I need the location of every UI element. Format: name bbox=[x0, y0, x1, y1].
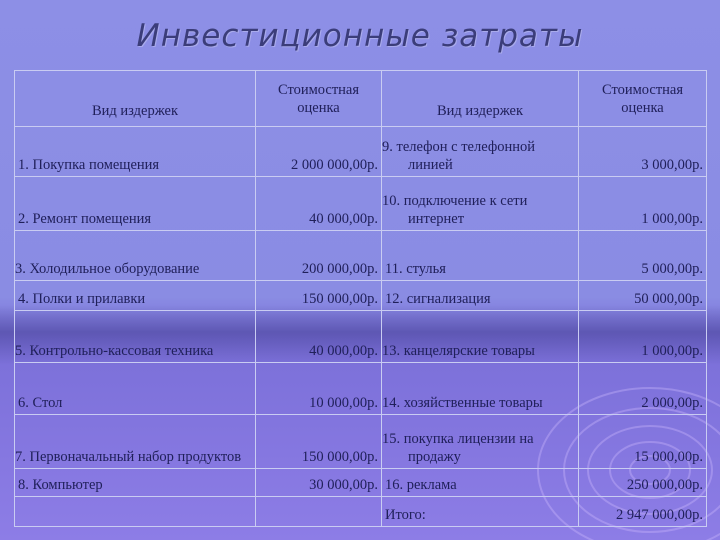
row-right-value: 250 000,00р. bbox=[578, 468, 707, 497]
table-row: 4. Полки и прилавки 150 000,00р. 12. сиг… bbox=[14, 280, 707, 311]
row-left-label: 8. Компьютер bbox=[14, 468, 256, 497]
row-left-value: 40 000,00р. bbox=[255, 176, 382, 231]
row-right-value: 1 000,00р. bbox=[578, 310, 707, 363]
total-label: Итого: bbox=[381, 496, 579, 527]
investment-costs-table: Вид издержек Стоимостная оценка Вид изде… bbox=[14, 70, 707, 527]
table-row: 1. Покупка помещения 2 000 000,00р. 9. т… bbox=[14, 126, 707, 177]
row-left-value: 150 000,00р. bbox=[255, 280, 382, 311]
row-right-label: 9. телефон с телефонной линией bbox=[381, 126, 579, 177]
row-left-label: 6. Стол bbox=[14, 362, 256, 415]
total-value: 2 947 000,00р. bbox=[578, 496, 707, 527]
row-right-value: 5 000,00р. bbox=[578, 230, 707, 281]
table-row: 7. Первоначальный набор продуктов 150 00… bbox=[14, 414, 707, 469]
row-left-label: 4. Полки и прилавки bbox=[14, 280, 256, 311]
empty-cell bbox=[14, 496, 256, 527]
row-right-label: 10. подключение к сети интернет bbox=[381, 176, 579, 231]
header-cost-type-2: Вид издержек bbox=[381, 70, 579, 127]
header-cost-type-1: Вид издержек bbox=[14, 70, 256, 127]
row-right-label: 15. покупка лицензии на продажу bbox=[381, 414, 579, 469]
row-right-label: 14. хозяйственные товары bbox=[381, 362, 579, 415]
table-row: 8. Компьютер 30 000,00р. 16. реклама 250… bbox=[14, 468, 707, 497]
row-left-label: 5. Контрольно-кассовая техника bbox=[14, 310, 256, 363]
row-left-value: 200 000,00р. bbox=[255, 230, 382, 281]
table-row: 5. Контрольно-кассовая техника 40 000,00… bbox=[14, 310, 707, 363]
table-total-row: Итого: 2 947 000,00р. bbox=[14, 496, 707, 527]
row-left-label: 7. Первоначальный набор продуктов bbox=[14, 414, 256, 469]
row-left-label: 1. Покупка помещения bbox=[14, 126, 256, 177]
page-title: Инвестиционные затраты bbox=[136, 18, 584, 54]
empty-cell bbox=[255, 496, 382, 527]
row-left-value: 10 000,00р. bbox=[255, 362, 382, 415]
row-left-value: 30 000,00р. bbox=[255, 468, 382, 497]
table-row: 6. Стол 10 000,00р. 14. хозяйственные то… bbox=[14, 362, 707, 415]
table-row: 2. Ремонт помещения 40 000,00р. 10. подк… bbox=[14, 176, 707, 231]
row-right-value: 2 000,00р. bbox=[578, 362, 707, 415]
table-row: 3. Холодильное оборудование 200 000,00р.… bbox=[14, 230, 707, 281]
row-right-label: 11. стулья bbox=[381, 230, 579, 281]
row-right-value: 3 000,00р. bbox=[578, 126, 707, 177]
header-cost-value-1: Стоимостная оценка bbox=[255, 70, 382, 127]
row-right-value: 50 000,00р. bbox=[578, 280, 707, 311]
row-right-value: 15 000,00р. bbox=[578, 414, 707, 469]
row-left-label: 3. Холодильное оборудование bbox=[14, 230, 256, 281]
row-left-value: 150 000,00р. bbox=[255, 414, 382, 469]
header-cost-value-2: Стоимостная оценка bbox=[578, 70, 707, 127]
row-left-value: 40 000,00р. bbox=[255, 310, 382, 363]
row-right-label: 13. канцелярские товары bbox=[381, 310, 579, 363]
row-left-value: 2 000 000,00р. bbox=[255, 126, 382, 177]
table-header-row: Вид издержек Стоимостная оценка Вид изде… bbox=[14, 70, 707, 127]
row-left-label: 2. Ремонт помещения bbox=[14, 176, 256, 231]
row-right-value: 1 000,00р. bbox=[578, 176, 707, 231]
row-right-label: 16. реклама bbox=[381, 468, 579, 497]
row-right-label: 12. сигнализация bbox=[381, 280, 579, 311]
